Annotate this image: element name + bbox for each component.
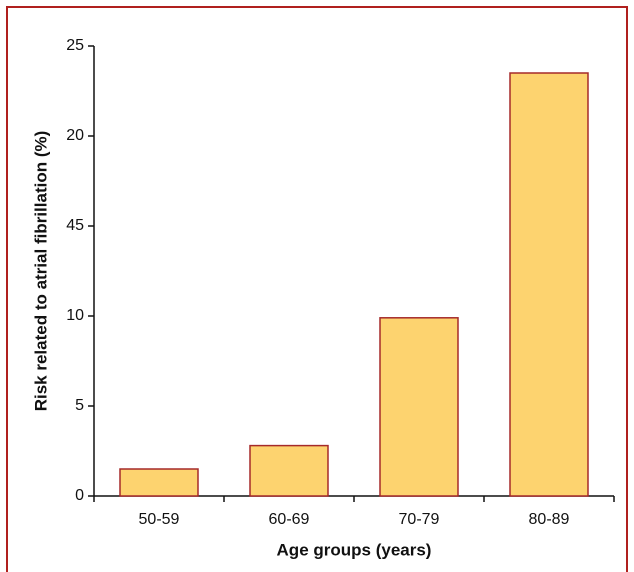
bar: [379, 317, 459, 497]
y-tick-label: 45: [66, 217, 84, 234]
y-tick-label: 20: [66, 127, 84, 144]
y-tick-label: 10: [66, 307, 84, 324]
x-tick-label: 60-69: [269, 511, 310, 528]
y-tick-label: 5: [75, 397, 84, 414]
y-tick-label: 25: [66, 37, 84, 54]
x-axis-title: Age groups (years): [277, 540, 432, 559]
x-tick-label: 50-59: [139, 511, 180, 528]
y-axis-title: Risk related to atrial fibrillation (%): [31, 131, 50, 412]
bar: [249, 444, 329, 497]
frame: [6, 6, 628, 572]
x-tick-label: 70-79: [399, 511, 440, 528]
bar: [119, 468, 199, 497]
bar: [509, 72, 589, 497]
x-tick-label: 80-89: [529, 511, 570, 528]
y-tick-label: 0: [75, 487, 84, 504]
